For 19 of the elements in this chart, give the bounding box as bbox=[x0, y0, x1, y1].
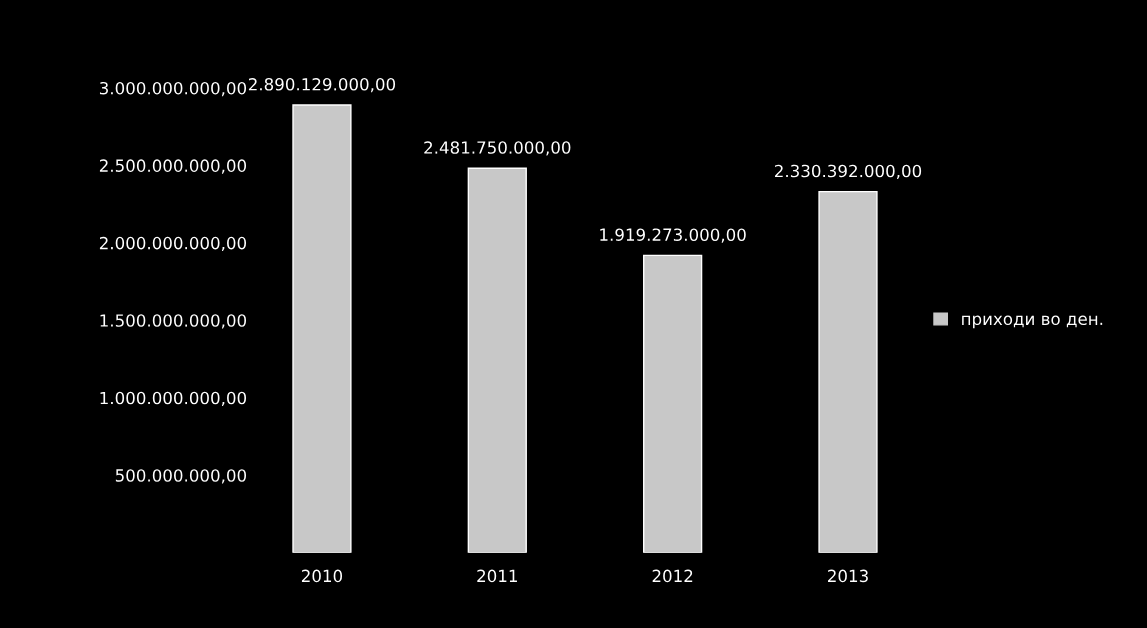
y-tick-label: 1.500.000.000,00 bbox=[100, 314, 247, 329]
data-label: 1.919.273.000,00 bbox=[600, 228, 746, 243]
data-label: 2.481.750.000,00 bbox=[424, 141, 571, 156]
bar bbox=[292, 104, 352, 553]
x-tick-label: 2011 bbox=[477, 569, 517, 583]
x-tick-label: 2013 bbox=[828, 569, 868, 583]
bar bbox=[818, 190, 878, 553]
bar bbox=[643, 254, 703, 553]
bar bbox=[467, 167, 527, 553]
x-tick-label: 2012 bbox=[652, 569, 693, 583]
data-label: 2.890.129.000,00 bbox=[248, 77, 396, 93]
y-tick-label: 2.500.000.000,00 bbox=[99, 159, 247, 174]
legend-label: приходи во ден. bbox=[962, 315, 1103, 329]
y-tick-label: 3.000.000.000,00 bbox=[99, 81, 247, 97]
y-tick-label: 500.000.000,00 bbox=[115, 469, 247, 484]
y-tick-label: 2.000.000.000,00 bbox=[99, 236, 247, 252]
y-tick-label: 1.000.000.000,00 bbox=[100, 391, 247, 406]
x-tick-label: 2010 bbox=[301, 569, 343, 583]
data-label: 2.330.392.000,00 bbox=[775, 164, 922, 180]
